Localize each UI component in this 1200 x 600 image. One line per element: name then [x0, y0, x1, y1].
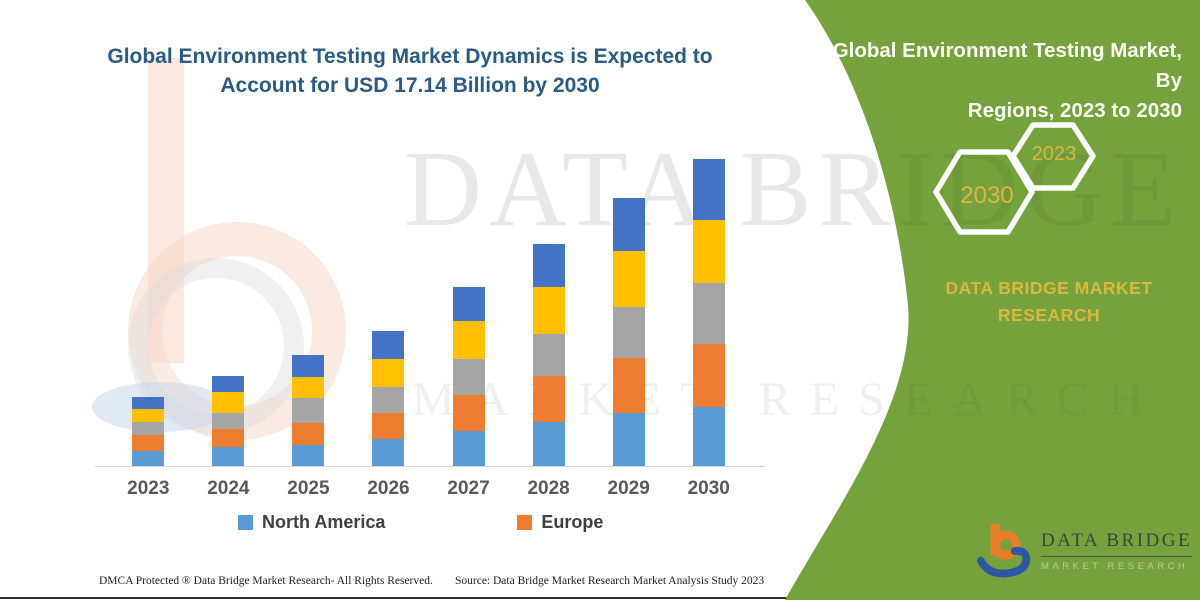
bar-2023-segment: [132, 422, 165, 436]
x-axis-label-2023: 2023: [127, 478, 170, 499]
corner-logo: DATA BRIDGE MARKET RESEARCH: [975, 520, 1195, 592]
bar-2030-segment: [692, 159, 725, 221]
bar-2029-segment: [612, 306, 645, 359]
bar-2023-segment: [132, 409, 165, 423]
bar-2029-segment-europe: [612, 358, 645, 413]
bar-2025-segment-north-america: [292, 445, 325, 466]
bar-2025-segment: [292, 354, 325, 377]
legend-swatch: [517, 515, 533, 530]
bar-2024-segment-north-america: [212, 446, 245, 466]
x-axis-label-2030: 2030: [687, 478, 730, 499]
bar-2026-segment: [372, 331, 405, 359]
bar-2026-segment-north-america: [372, 439, 405, 466]
data-bridge-logo-icon: [976, 523, 1031, 578]
bar-2026-segment: [372, 358, 405, 387]
x-axis-label-2026: 2026: [367, 478, 410, 499]
bar-2024-segment: [212, 391, 245, 413]
bar-2026-segment-europe: [372, 412, 405, 440]
legend-item-north-america: North America: [238, 512, 385, 533]
legend-swatch: [238, 515, 253, 530]
x-axis-label-2025: 2025: [287, 478, 330, 499]
chart-title: Global Environment Testing Market Dynami…: [92, 42, 728, 100]
bar-2029-segment: [612, 198, 645, 252]
x-axis-label-2024: 2024: [207, 478, 250, 499]
logo-blue-swoosh: [976, 547, 1031, 578]
bar-2030-segment: [692, 220, 725, 283]
bar-2025-segment-europe: [292, 423, 325, 445]
bar-2025-segment: [292, 398, 325, 424]
bar-2024-segment: [212, 412, 245, 430]
bar-2030-segment: [692, 282, 725, 345]
x-axis-label-2029: 2029: [607, 478, 650, 499]
x-axis-line: [95, 466, 765, 467]
bar-2029-segment-north-america: [612, 412, 645, 466]
bar-2027-segment: [452, 358, 485, 395]
bar-2025-segment: [292, 376, 325, 399]
legend-label: North America: [262, 512, 386, 532]
legend-item-europe: Europe: [517, 512, 603, 533]
bar-2026-segment: [372, 386, 405, 413]
bar-2023: [132, 397, 165, 466]
bar-2025: [292, 354, 325, 466]
source-note: Source: Data Bridge Market Research Mark…: [455, 575, 765, 587]
bar-2026: [372, 331, 405, 466]
bar-2027: [452, 286, 485, 466]
bar-2027-segment-europe: [452, 394, 485, 431]
chart-title-line1: Global Environment Testing Market Dynami…: [107, 45, 713, 68]
bar-2028-segment: [532, 243, 565, 287]
bar-2028-segment: [532, 286, 565, 334]
bar-2024-segment-europe: [212, 429, 245, 447]
chart-title-line2: Account for USD 17.14 Billion by 2030: [220, 74, 600, 97]
corner-logo-title: DATA BRIDGE: [1041, 530, 1193, 557]
bar-2030-segment-north-america: [692, 407, 725, 466]
legend-label: Europe: [541, 512, 604, 532]
bar-2029-segment: [612, 251, 645, 307]
bar-2024-segment: [212, 375, 245, 392]
x-axis-label-2028: 2028: [527, 478, 570, 499]
bar-2024: [212, 375, 245, 466]
corner-logo-texts: DATA BRIDGE MARKET RESEARCH: [1041, 530, 1193, 572]
dmca-notice: DMCA Protected ® Data Bridge Market Rese…: [99, 575, 433, 587]
bar-2027-segment-north-america: [452, 430, 485, 466]
green-panel-shape: [785, 0, 1200, 600]
bar-2023-segment-north-america: [132, 451, 165, 466]
bar-2023-segment-europe: [132, 435, 165, 452]
chart-legend: North America Europe: [238, 512, 603, 533]
bar-2023-segment: [132, 397, 165, 410]
bar-2027-segment: [452, 286, 485, 321]
bar-2028-segment-north-america: [532, 421, 565, 466]
bar-2030-segment-europe: [692, 344, 725, 408]
corner-logo-subtitle: MARKET RESEARCH: [1041, 561, 1189, 572]
bar-2029: [612, 198, 645, 466]
bar-2028-segment: [532, 333, 565, 376]
bar-2027-segment: [452, 320, 485, 359]
bottom-border-line: [0, 597, 788, 599]
bar-2028-segment-europe: [532, 375, 565, 422]
bar-2030: [692, 159, 725, 466]
x-axis-label-2027: 2027: [447, 478, 490, 499]
logo-b-bowl: [991, 530, 1021, 560]
bar-2028: [532, 243, 565, 466]
